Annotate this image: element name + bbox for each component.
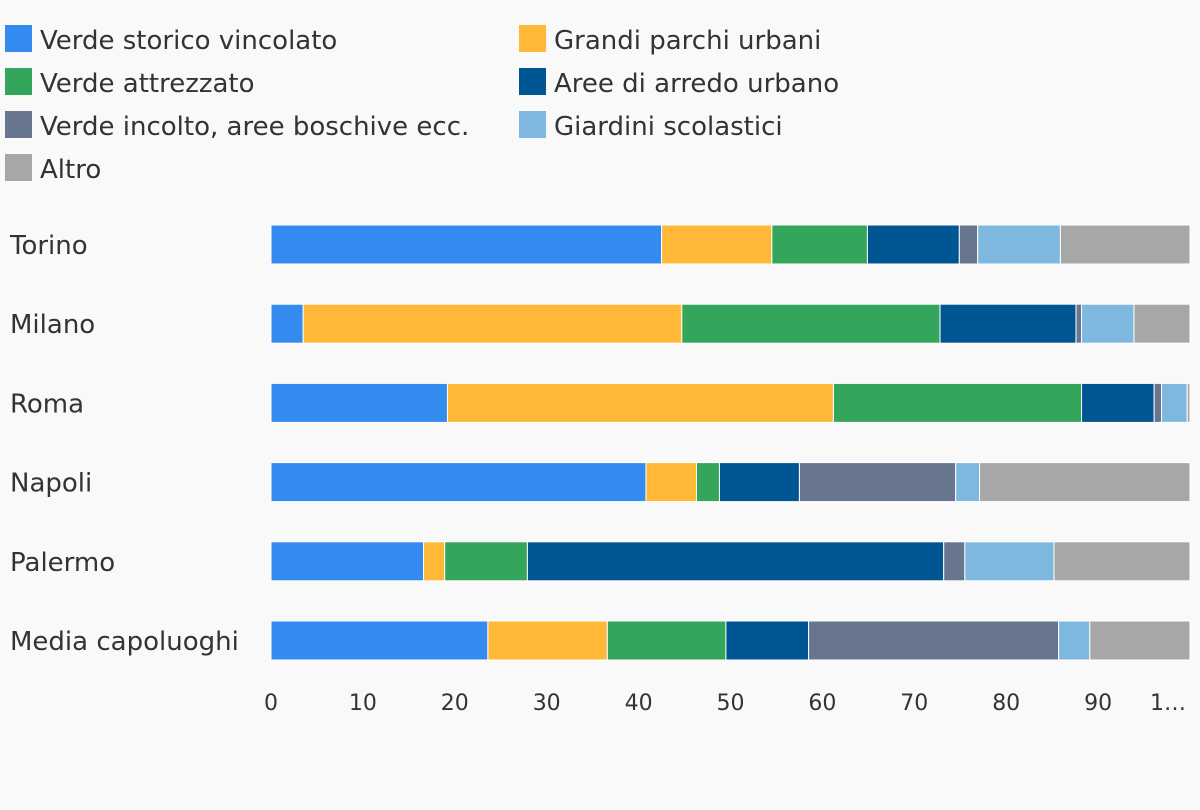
legend-swatch-grandi-parchi-urbani xyxy=(519,25,546,52)
x-tick-label: 80 xyxy=(992,691,1020,716)
legend-swatch-altro xyxy=(5,154,32,181)
bar-roma-giardini-scolastici xyxy=(1161,382,1188,423)
legend-swatch-giardini-scolastici xyxy=(519,111,546,138)
legend-label-giardini-scolastici: Giardini scolastici xyxy=(554,112,783,142)
bar-palermo-altro xyxy=(1053,541,1191,582)
legend-label-verde-storico-vincolato: Verde storico vincolato xyxy=(40,26,337,56)
bar-milano-altro xyxy=(1133,303,1191,344)
x-tick-label: 10 xyxy=(349,691,377,716)
bar-roma-verde-attrezzato xyxy=(832,382,1083,423)
legend-swatch-aree-di-arredo-urbano xyxy=(519,68,546,95)
x-tick-label: 30 xyxy=(533,691,561,716)
bar-napoli-verde-storico-vincolato xyxy=(270,462,647,503)
bar-napoli-aree-di-arredo-urbano xyxy=(718,462,800,503)
bar-milano-grandi-parchi-urbani xyxy=(302,303,683,344)
bar-roma-verde-incolto-aree-boschive-ecc xyxy=(1153,382,1163,423)
bar-torino-altro xyxy=(1059,224,1191,265)
bar-napoli-altro xyxy=(979,462,1191,503)
category-label-roma: Roma xyxy=(10,389,84,419)
bar-roma-aree-di-arredo-urbano xyxy=(1081,382,1155,423)
bar-torino-aree-di-arredo-urbano xyxy=(866,224,960,265)
bar-roma-altro xyxy=(1186,382,1191,423)
category-label-napoli: Napoli xyxy=(10,469,92,499)
bar-milano-aree-di-arredo-urbano xyxy=(939,303,1077,344)
bar-milano-verde-incolto-aree-boschive-ecc xyxy=(1075,303,1083,344)
bar-napoli-verde-attrezzato xyxy=(695,462,720,503)
x-tick-label: 60 xyxy=(808,691,836,716)
bar-media-capoluoghi-giardini-scolastici xyxy=(1058,620,1091,661)
bar-media-capoluoghi-aree-di-arredo-urbano xyxy=(725,620,810,661)
legend-swatch-verde-storico-vincolato xyxy=(5,25,32,52)
legend-swatch-verde-attrezzato xyxy=(5,68,32,95)
x-tick-label: 40 xyxy=(625,691,653,716)
bar-milano-giardini-scolastici xyxy=(1081,303,1135,344)
bar-media-capoluoghi-verde-storico-vincolato xyxy=(270,620,489,661)
bar-torino-verde-attrezzato xyxy=(771,224,868,265)
bar-torino-verde-storico-vincolato xyxy=(270,224,663,265)
bar-media-capoluoghi-altro xyxy=(1089,620,1191,661)
category-label-palermo: Palermo xyxy=(10,548,115,578)
x-tick-label: 50 xyxy=(717,691,745,716)
category-labels: Torino Milano Roma Napoli Palermo Media capol… xyxy=(9,231,239,657)
x-tick-label: 1… xyxy=(1150,691,1186,716)
x-tick-label: 0 xyxy=(264,691,278,716)
bar-torino-giardini-scolastici xyxy=(977,224,1061,265)
bar-media-capoluoghi-verde-incolto-aree-boschive-ecc xyxy=(808,620,1060,661)
legend-label-grandi-parchi-urbani: Grandi parchi urbani xyxy=(554,26,821,56)
bar-media-capoluoghi-verde-attrezzato xyxy=(606,620,727,661)
x-tick-label: 70 xyxy=(900,691,928,716)
bar-palermo-verde-incolto-aree-boschive-ecc xyxy=(943,541,966,582)
bars xyxy=(270,224,1191,661)
legend-label-verde-attrezzato: Verde attrezzato xyxy=(40,69,255,99)
legend: Verde storico vincolato Grandi parchi urb… xyxy=(5,25,839,185)
bar-media-capoluoghi-grandi-parchi-urbani xyxy=(487,620,608,661)
bar-milano-verde-attrezzato xyxy=(681,303,941,344)
bar-palermo-grandi-parchi-urbani xyxy=(423,541,446,582)
category-label-milano: Milano xyxy=(10,310,95,340)
bar-napoli-verde-incolto-aree-boschive-ecc xyxy=(798,462,957,503)
legend-label-aree-di-arredo-urbano: Aree di arredo urbano xyxy=(554,69,839,99)
x-tick-label: 20 xyxy=(441,691,469,716)
category-label-media-capoluoghi: Media capoluoghi xyxy=(10,627,239,657)
bar-torino-grandi-parchi-urbani xyxy=(661,224,773,265)
legend-swatch-verde-incolto-aree-boschive-ecc xyxy=(5,111,32,138)
bar-napoli-grandi-parchi-urbani xyxy=(645,462,697,503)
category-label-torino: Torino xyxy=(9,231,88,261)
bar-milano-verde-storico-vincolato xyxy=(270,303,304,344)
legend-label-verde-incolto-aree-boschive-ecc: Verde incolto, aree boschive ecc. xyxy=(40,112,469,142)
bar-palermo-verde-attrezzato xyxy=(444,541,528,582)
bar-palermo-giardini-scolastici xyxy=(964,541,1055,582)
bar-roma-grandi-parchi-urbani xyxy=(446,382,834,423)
x-axis: 0 10 20 30 40 50 60 70 80 90 1… xyxy=(264,691,1186,716)
bar-palermo-verde-storico-vincolato xyxy=(270,541,425,582)
bar-napoli-giardini-scolastici xyxy=(955,462,981,503)
bar-torino-verde-incolto-aree-boschive-ecc xyxy=(958,224,979,265)
legend-label-altro: Altro xyxy=(40,155,101,185)
bar-roma-verde-storico-vincolato xyxy=(270,382,448,423)
x-tick-label: 90 xyxy=(1084,691,1112,716)
bar-palermo-aree-di-arredo-urbano xyxy=(526,541,945,582)
